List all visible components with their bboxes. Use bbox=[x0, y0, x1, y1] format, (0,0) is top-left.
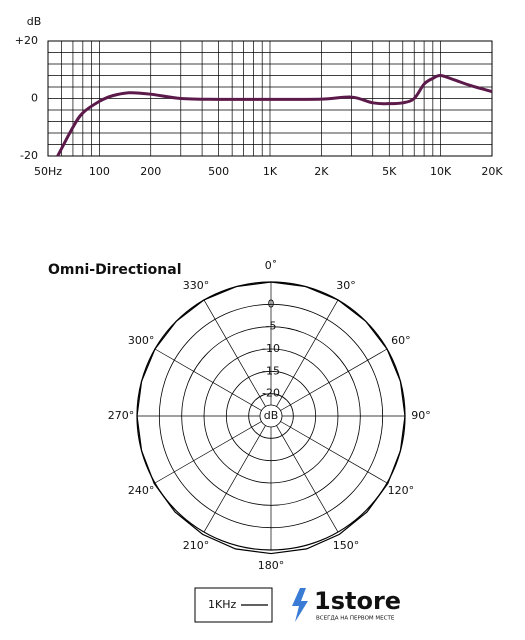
spoke bbox=[154, 348, 262, 411]
y-tick-label: 0 bbox=[31, 92, 38, 105]
angle-label: 120° bbox=[388, 484, 415, 497]
polar-pattern bbox=[136, 281, 406, 555]
ring-label: -15 bbox=[262, 364, 280, 377]
angle-label: 90° bbox=[411, 409, 431, 422]
angle-label: 150° bbox=[333, 539, 360, 552]
ring-label: 0 bbox=[268, 297, 275, 310]
x-tick-label: 5K bbox=[382, 165, 397, 178]
angle-label: 210° bbox=[183, 539, 210, 552]
ring-label: -20 bbox=[262, 387, 280, 400]
angle-label: 240° bbox=[128, 484, 155, 497]
angle-label: 300° bbox=[128, 334, 155, 347]
angle-label: 0˚ bbox=[265, 259, 278, 272]
legend-box bbox=[194, 587, 273, 623]
angle-label: 30° bbox=[336, 279, 356, 292]
response-curve bbox=[56, 73, 493, 157]
x-tick-label: 1K bbox=[263, 165, 278, 178]
ring-label: -5 bbox=[266, 320, 277, 333]
x-tick-label: 2K bbox=[314, 165, 329, 178]
angle-label: 60° bbox=[391, 334, 411, 347]
ring-label: -10 bbox=[262, 342, 280, 355]
y-tick-label: +20 bbox=[15, 34, 38, 47]
x-tick-label: 20K bbox=[481, 165, 503, 178]
r-unit-label: dB bbox=[264, 409, 279, 422]
angle-label: 330° bbox=[183, 279, 210, 292]
y-axis-label: dB bbox=[27, 15, 42, 28]
watermark: 1store ВСЕГДА НА ПЕРВОМ МЕСТЕ bbox=[292, 587, 401, 622]
spoke bbox=[203, 425, 266, 533]
plot-frame bbox=[47, 40, 493, 157]
tagline: ВСЕГДА НА ПЕРВОМ МЕСТЕ bbox=[316, 616, 395, 622]
logo-icon bbox=[292, 588, 308, 622]
spoke bbox=[276, 299, 339, 407]
angle-label: 270° bbox=[108, 409, 135, 422]
spoke bbox=[276, 425, 339, 533]
x-tick-label: 100 bbox=[89, 165, 110, 178]
brand: 1store bbox=[314, 587, 401, 615]
angle-label: 180° bbox=[258, 559, 285, 572]
x-tick-label: 50Hz bbox=[34, 165, 62, 178]
x-tick-label: 10K bbox=[430, 165, 452, 178]
polar-title: Omni-Directional bbox=[48, 262, 182, 278]
x-tick-label: 200 bbox=[140, 165, 161, 178]
spoke bbox=[280, 348, 388, 411]
y-tick-label: -20 bbox=[20, 149, 38, 162]
spoke bbox=[203, 299, 266, 407]
spoke bbox=[280, 421, 388, 484]
legend-label: 1KHz bbox=[208, 598, 236, 611]
spoke bbox=[154, 421, 262, 484]
x-tick-label: 500 bbox=[208, 165, 229, 178]
